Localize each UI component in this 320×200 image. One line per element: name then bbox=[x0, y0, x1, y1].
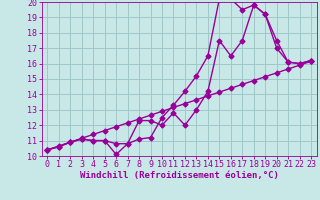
X-axis label: Windchill (Refroidissement éolien,°C): Windchill (Refroidissement éolien,°C) bbox=[80, 171, 279, 180]
